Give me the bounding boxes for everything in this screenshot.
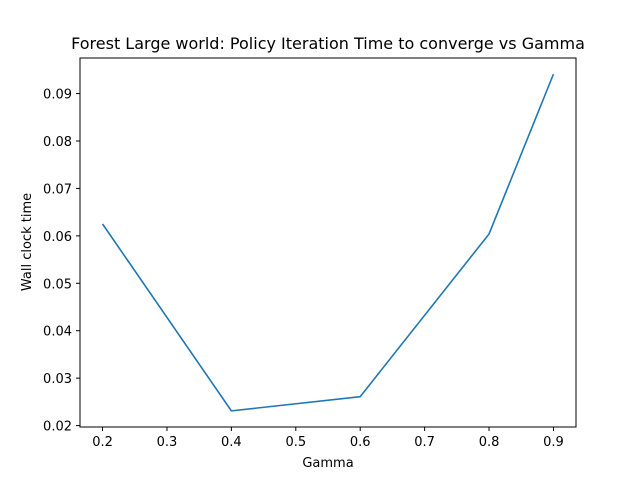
x-tick-label: 0.3 — [157, 435, 178, 450]
x-axis-label: Gamma — [302, 456, 353, 471]
series-layer — [101, 73, 555, 412]
y-axis: 0.02 0.03 0.04 0.05 0.06 0.07 0.08 0.09 — [43, 88, 80, 435]
y-tick-label: 0.08 — [43, 135, 72, 150]
x-tick-label: 0.5 — [285, 435, 306, 450]
chart-title: Forest Large world: Policy Iteration Tim… — [71, 34, 585, 53]
y-tick-label: 0.05 — [43, 277, 72, 292]
x-tick-label: 0.4 — [221, 435, 242, 450]
x-axis: 0.2 0.3 0.4 0.5 0.6 0.7 0.8 0.9 — [92, 427, 564, 450]
y-tick-label: 0.04 — [43, 325, 72, 340]
y-tick-label: 0.06 — [43, 230, 72, 245]
y-tick-label: 0.07 — [43, 182, 72, 197]
x-tick-label: 0.9 — [543, 435, 564, 450]
x-tick-label: 0.7 — [414, 435, 435, 450]
x-tick-label: 0.8 — [479, 435, 500, 450]
x-tick-label: 0.6 — [350, 435, 371, 450]
y-tick-label: 0.03 — [43, 372, 72, 387]
y-axis-label: Wall clock time — [20, 193, 35, 291]
x-tick-label: 0.2 — [92, 435, 113, 450]
y-tick-label: 0.02 — [43, 420, 72, 435]
y-tick-label: 0.09 — [43, 88, 72, 103]
series-line — [101, 73, 555, 412]
plot-area-frame — [79, 57, 577, 428]
